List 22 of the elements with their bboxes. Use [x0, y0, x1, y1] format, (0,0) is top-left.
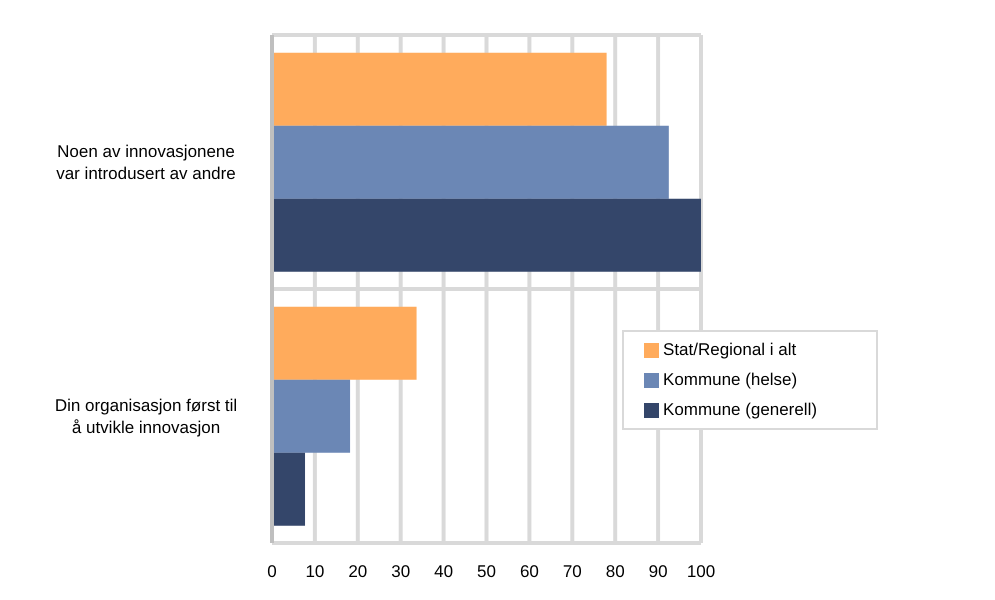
x-tick-label: 100	[686, 562, 716, 582]
x-tick-label: 0	[267, 562, 277, 582]
bar	[272, 126, 669, 199]
x-tick-label: 50	[477, 562, 496, 582]
bar	[272, 452, 306, 526]
x-tick-label: 30	[391, 562, 410, 582]
x-tick-label: 80	[606, 562, 625, 582]
y-tick-label: Din organisasjon først til å utvikle innovasjon	[54, 396, 238, 437]
legend-label: Stat/Regional i alt	[663, 340, 796, 360]
x-tick-label: 60	[520, 562, 539, 582]
bar	[272, 380, 350, 453]
legend-label: Kommune (helse)	[663, 370, 798, 390]
x-tick-label: 90	[648, 562, 668, 582]
x-tick-label: 20	[348, 562, 368, 582]
legend-label: Kommune (generell)	[663, 400, 818, 420]
x-tick-label: 70	[562, 562, 582, 582]
x-tick-label: 40	[434, 562, 454, 582]
y-tick-label: Noen av innovasjonene var introdusert av andre	[56, 142, 236, 183]
x-tick-label: 10	[305, 562, 324, 582]
bar	[272, 198, 701, 272]
bar	[272, 306, 417, 380]
bar	[272, 52, 607, 126]
